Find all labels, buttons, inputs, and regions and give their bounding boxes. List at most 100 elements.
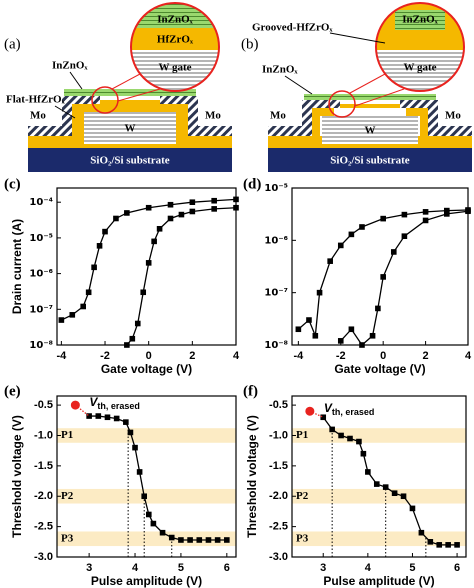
- erased-point: [305, 406, 315, 416]
- data-point: [80, 303, 86, 310]
- data-point: [443, 211, 450, 217]
- data-point: [91, 264, 97, 271]
- y-tick-label: 10⁻⁸: [264, 340, 288, 351]
- x-tick-label: 6: [454, 562, 460, 574]
- zoom-dielectric: [131, 28, 219, 50]
- erased-label: Vth, erased: [324, 401, 375, 417]
- data-point: [167, 201, 174, 208]
- data-point: [348, 326, 355, 333]
- erased-subscript: th, erased: [332, 408, 375, 418]
- data-point: [141, 493, 148, 500]
- data-point: [422, 209, 429, 215]
- zoom-label: InZnOₓ: [157, 14, 193, 26]
- y-tick-label: 10⁻⁷: [29, 304, 53, 315]
- leader: [54, 105, 76, 119]
- data-point: [124, 210, 130, 216]
- channel-label: InZnOₓ: [262, 64, 298, 76]
- data-point: [224, 537, 230, 543]
- x-axis-label: Gate voltage (V): [101, 362, 192, 376]
- data-point: [151, 238, 157, 245]
- y-tick-label: -3.0: [34, 551, 53, 563]
- plot-frame: [56, 187, 237, 346]
- erased-symbol: V: [89, 395, 98, 409]
- panel-label: (e): [4, 383, 21, 399]
- x-axis-label: Pulse amplitude (V): [91, 574, 202, 588]
- chart: (d) -4 -2 0 2 4 10⁻⁸ 10⁻⁷ 10⁻⁶ 10⁻⁵ Gate voltage (…: [243, 176, 472, 376]
- data-point: [178, 537, 184, 543]
- y-axis-label: Drain current (A): [10, 219, 24, 314]
- y-tick-label: -2.5: [269, 521, 288, 533]
- data-point: [409, 505, 416, 512]
- data-point: [196, 537, 203, 543]
- data-point: [86, 413, 92, 419]
- gate: [84, 112, 176, 144]
- y-tick-label: 10⁻⁷: [264, 288, 288, 299]
- data-point: [123, 419, 129, 425]
- data-point: [145, 511, 152, 518]
- y-tick-label: -1.5: [34, 460, 53, 472]
- band-label: P2: [61, 490, 74, 502]
- data-point: [167, 215, 174, 222]
- x-tick-label: 4: [132, 562, 139, 574]
- x-tick-label: -4: [293, 350, 304, 362]
- data-point: [233, 204, 239, 211]
- x-tick-label: 3: [320, 562, 326, 574]
- zoom-line: [111, 73, 141, 90]
- data-point: [113, 215, 119, 222]
- zoom-circle: [130, 2, 220, 92]
- data-point: [150, 520, 157, 527]
- data-point: [380, 215, 386, 222]
- data-point: [316, 289, 323, 296]
- x-tick-label: 2: [189, 350, 195, 362]
- channel-label: InZnOₓ: [52, 60, 88, 72]
- data-point: [382, 484, 389, 490]
- x-tick-label: 4: [233, 350, 240, 362]
- data-point: [211, 197, 217, 204]
- x-tick-label: 0: [380, 350, 386, 362]
- leader: [284, 75, 313, 95]
- x-axis-label: Pulse amplitude (V): [323, 574, 434, 588]
- plot-frame: [291, 395, 467, 558]
- mo-left: [28, 96, 100, 136]
- panel-label: (c): [4, 176, 21, 192]
- channel: [304, 94, 436, 100]
- y-tick-label: 10⁻⁴: [29, 197, 53, 208]
- data-point: [295, 326, 302, 333]
- data-point: [136, 469, 143, 475]
- zoom-spot: [328, 90, 356, 118]
- series-line: [297, 209, 469, 337]
- mo-right: [160, 96, 232, 136]
- gate: [322, 116, 418, 144]
- zoom-label: InZnOₓ: [402, 14, 438, 26]
- data-point: [427, 539, 434, 545]
- data-point: [359, 342, 365, 348]
- zoom-circle: [375, 2, 465, 92]
- band: [292, 488, 466, 504]
- data-point: [360, 450, 367, 457]
- band-label: P1: [296, 429, 308, 441]
- zoom-label: HfZrOₓ: [157, 34, 194, 46]
- data-point: [369, 332, 376, 339]
- mo-label: Mo: [205, 110, 221, 122]
- data-point: [124, 342, 130, 348]
- data-point: [113, 415, 120, 422]
- data-point: [418, 529, 425, 536]
- data-point: [102, 228, 108, 235]
- dielectric-label: Flat-HfZrOₓ: [6, 94, 66, 106]
- zoom-spot: [91, 86, 119, 114]
- data-point: [320, 414, 327, 421]
- data-point: [359, 224, 365, 230]
- y-tick-label: -2.0: [34, 490, 53, 502]
- erased-subscript: th, erased: [97, 401, 140, 411]
- data-point: [443, 207, 450, 214]
- diagram-b: (b) SiO₂/Si substrate W InZnOₓ W gate Gr…: [241, 2, 472, 172]
- zoom-line: [354, 88, 405, 107]
- zoom-line: [117, 88, 161, 102]
- panel-label: (f): [243, 383, 258, 399]
- data-point: [145, 260, 152, 266]
- data-point: [132, 444, 138, 451]
- data-point: [233, 196, 239, 203]
- data-point: [214, 537, 221, 543]
- substrate: [268, 148, 472, 172]
- data-point: [189, 199, 196, 206]
